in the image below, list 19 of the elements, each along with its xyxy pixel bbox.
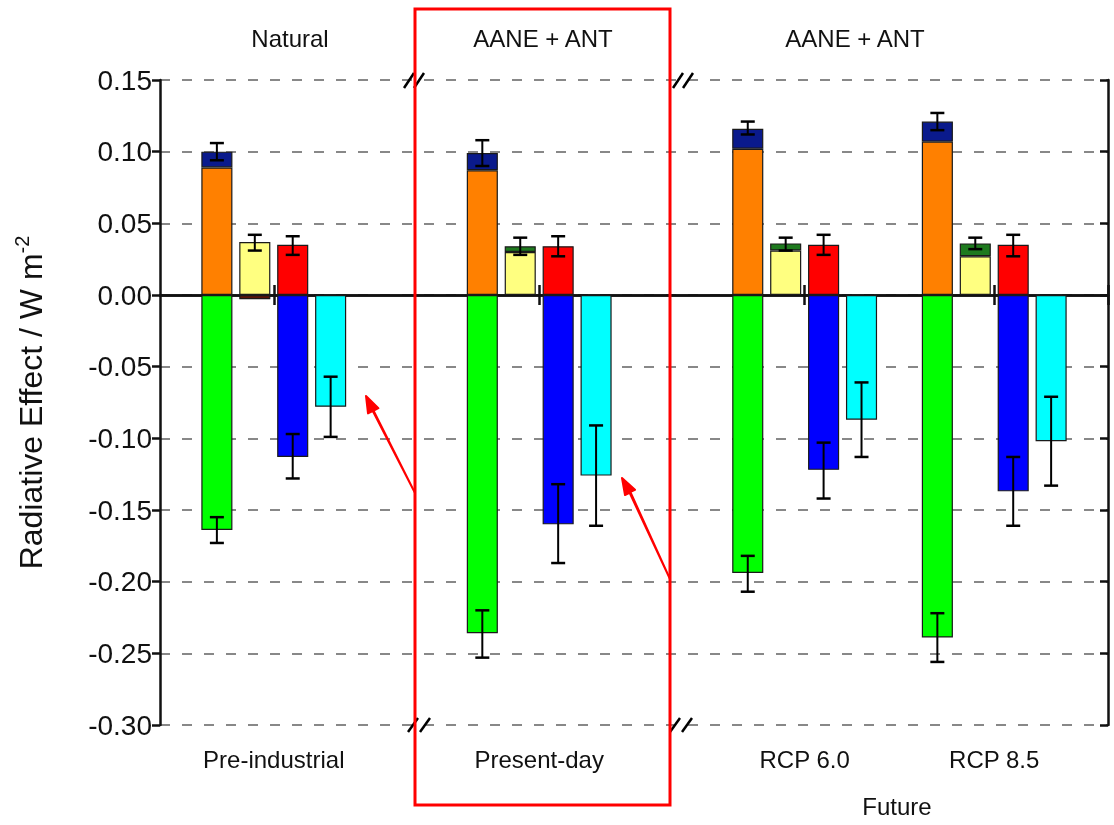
y-tick-label: 0.10 xyxy=(97,136,152,168)
text: AANE + ANT xyxy=(473,24,614,52)
text: AANE + ANT xyxy=(785,24,926,52)
y-tick-label: -0.05 xyxy=(88,351,152,383)
y-tick-label: 0.05 xyxy=(97,207,152,239)
y-tick-label: -0.20 xyxy=(88,566,152,598)
text: Natural xyxy=(251,24,329,52)
y-tick-label: 0.00 xyxy=(97,279,152,311)
y-tick-label: -0.10 xyxy=(88,422,152,454)
y-tick-label: -0.15 xyxy=(88,494,152,526)
y-tick-label: -0.30 xyxy=(88,709,152,741)
x-tick-label: Present-day xyxy=(474,745,604,773)
x-tick-label: Pre-industrial xyxy=(203,745,345,773)
x-tick-label: RCP 8.5 xyxy=(949,745,1040,773)
y-tick-label: 0.15 xyxy=(97,64,152,96)
text: Future xyxy=(862,792,932,820)
y-tick-label: -0.25 xyxy=(88,637,152,669)
x-tick-label: RCP 6.0 xyxy=(759,745,850,773)
y-axis-title: Radiative Effect / W m-2 xyxy=(11,235,49,570)
